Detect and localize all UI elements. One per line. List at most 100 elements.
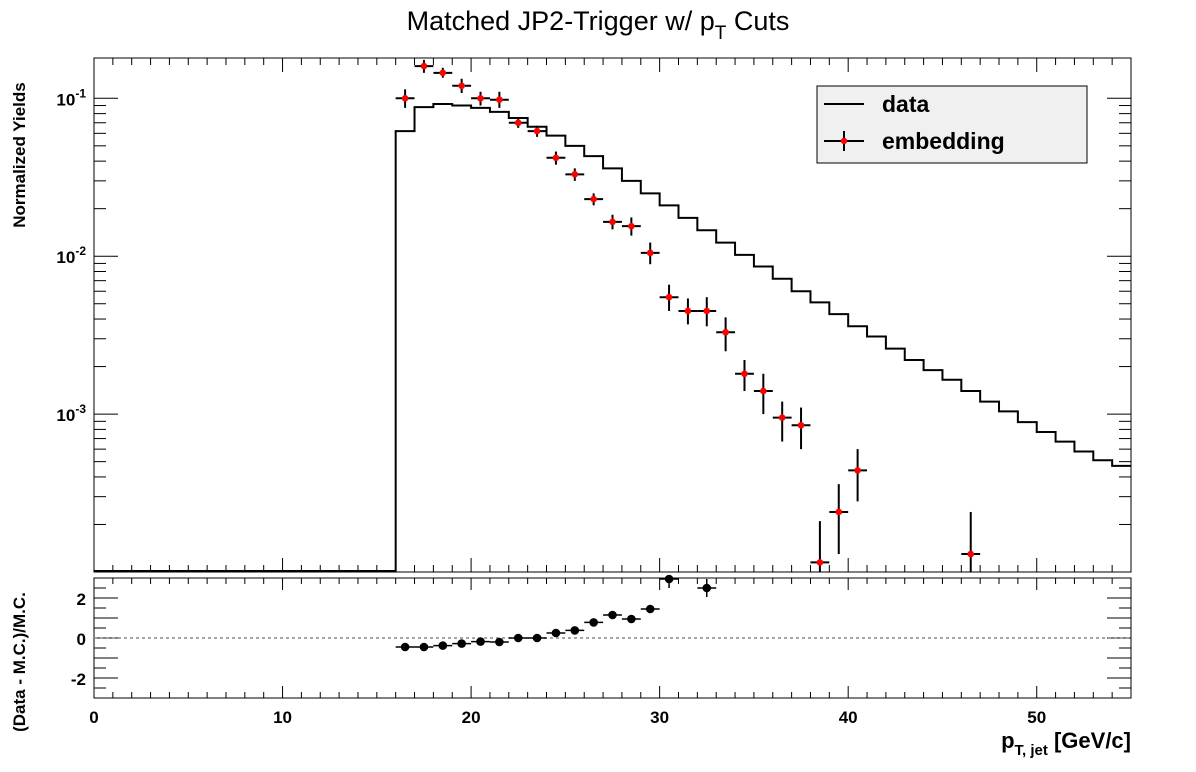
embedding-marker bbox=[401, 95, 409, 102]
legend-label-embedding: embedding bbox=[882, 128, 1005, 154]
embedding-point bbox=[489, 91, 509, 108]
embedding-marker bbox=[741, 370, 748, 378]
ratio-marker bbox=[589, 618, 598, 627]
ratio-marker bbox=[570, 626, 580, 635]
ratio-point bbox=[452, 639, 472, 648]
ratio-point bbox=[603, 610, 622, 620]
embedding-point bbox=[716, 317, 736, 352]
embedding-point bbox=[753, 373, 773, 415]
top-plot-area bbox=[94, 59, 1131, 572]
data-histogram bbox=[94, 103, 1131, 572]
legend: data embedding bbox=[816, 85, 1088, 164]
ratio-marker bbox=[627, 614, 636, 624]
embedding-point bbox=[546, 151, 566, 165]
ratio-marker bbox=[495, 637, 504, 647]
ratio-marker bbox=[664, 574, 674, 584]
ratio-marker bbox=[400, 642, 410, 652]
ratio-point bbox=[640, 604, 660, 614]
embedding-point bbox=[527, 125, 547, 137]
ratio-point bbox=[433, 641, 453, 650]
ratio-point bbox=[527, 633, 547, 643]
legend-embedding-marker bbox=[840, 137, 848, 145]
x-tick-label: 50 bbox=[1027, 708, 1046, 727]
ratio-marker bbox=[476, 637, 485, 646]
embedding-marker bbox=[854, 467, 861, 474]
embedding-point bbox=[584, 193, 604, 206]
embedding-marker bbox=[967, 550, 975, 558]
embedding-point bbox=[735, 360, 754, 392]
ratio-marker bbox=[513, 633, 523, 643]
top-plot-frame bbox=[93, 57, 1132, 573]
embedding-marker bbox=[646, 249, 654, 257]
y-tick-label: 10-2 bbox=[56, 244, 86, 267]
embedding-marker bbox=[722, 328, 729, 336]
embedding-point bbox=[810, 521, 830, 572]
x-tick-label: 20 bbox=[462, 708, 481, 727]
ratio-point bbox=[546, 628, 566, 638]
x-tick-label: 0 bbox=[89, 708, 98, 727]
ratio-marker bbox=[532, 633, 542, 643]
embedding-point bbox=[640, 242, 660, 265]
embedding-point bbox=[433, 67, 453, 78]
embedding-point bbox=[659, 284, 679, 311]
embedding-point bbox=[452, 78, 472, 94]
ratio-marker bbox=[608, 610, 617, 620]
x-axis-title: pT, jet [GeV/c] bbox=[1001, 728, 1131, 759]
embedding-point bbox=[414, 59, 434, 73]
embedding-marker bbox=[533, 127, 541, 135]
embedding-point bbox=[395, 89, 415, 108]
embedding-marker bbox=[514, 119, 522, 127]
x-tick-label: 30 bbox=[650, 708, 669, 727]
bottom-y-axis-title: (Data - M.C.)/M.C. bbox=[10, 592, 29, 732]
x-tick-label: 40 bbox=[839, 708, 858, 727]
embedding-point bbox=[697, 297, 717, 327]
embedding-marker bbox=[703, 307, 711, 315]
bottom-plot-area bbox=[94, 574, 1131, 652]
ratio-point bbox=[414, 642, 434, 652]
embedding-point bbox=[678, 298, 698, 325]
embedding-marker bbox=[590, 195, 597, 203]
y-tick-label: 10-3 bbox=[56, 402, 86, 425]
chart-title: Matched JP2-Trigger w/ pT Cuts bbox=[407, 6, 790, 44]
ratio-marker bbox=[457, 639, 466, 648]
bottom-y-tick-label: 2 bbox=[77, 590, 86, 609]
ratio-marker bbox=[419, 642, 429, 652]
embedding-point bbox=[508, 118, 528, 128]
embedding-point bbox=[772, 401, 792, 442]
y-tick-label: 10-1 bbox=[56, 86, 86, 109]
embedding-point bbox=[848, 449, 868, 502]
ratio-point bbox=[489, 637, 509, 647]
legend-box bbox=[816, 85, 1088, 164]
bottom-axes: 0 10 20 30 40 50-202 bbox=[71, 577, 1132, 727]
top-axes: 10-1 10-2 10-3 bbox=[56, 58, 1132, 573]
ratio-point bbox=[395, 642, 415, 652]
embedding-point bbox=[621, 217, 641, 236]
embedding-marker bbox=[420, 62, 428, 70]
ratio-marker bbox=[702, 583, 712, 593]
embedding-marker bbox=[665, 293, 673, 301]
embedding-marker bbox=[458, 82, 465, 90]
ratio-marker bbox=[551, 628, 561, 638]
embedding-marker bbox=[439, 69, 447, 77]
embedding-marker bbox=[628, 222, 635, 230]
ratio-point bbox=[621, 614, 641, 624]
embedding-point bbox=[471, 91, 490, 106]
ratio-point bbox=[565, 626, 585, 635]
embedding-marker bbox=[684, 307, 692, 315]
bottom-y-tick-label: 0 bbox=[77, 630, 86, 649]
ratio-point bbox=[659, 574, 679, 588]
legend-label-data: data bbox=[882, 91, 930, 117]
embedding-marker bbox=[835, 508, 843, 516]
embedding-marker bbox=[477, 95, 484, 102]
ratio-point bbox=[471, 637, 490, 646]
embedding-marker bbox=[797, 421, 805, 429]
embedding-marker bbox=[609, 218, 616, 226]
ratio-point bbox=[697, 579, 717, 597]
embedding-marker bbox=[571, 171, 579, 178]
embedding-marker bbox=[778, 414, 786, 421]
x-tick-label: 10 bbox=[273, 708, 292, 727]
top-y-axis-title: Normalized Yields bbox=[10, 82, 29, 228]
ratio-marker bbox=[645, 604, 655, 614]
ratio-point bbox=[508, 633, 528, 643]
